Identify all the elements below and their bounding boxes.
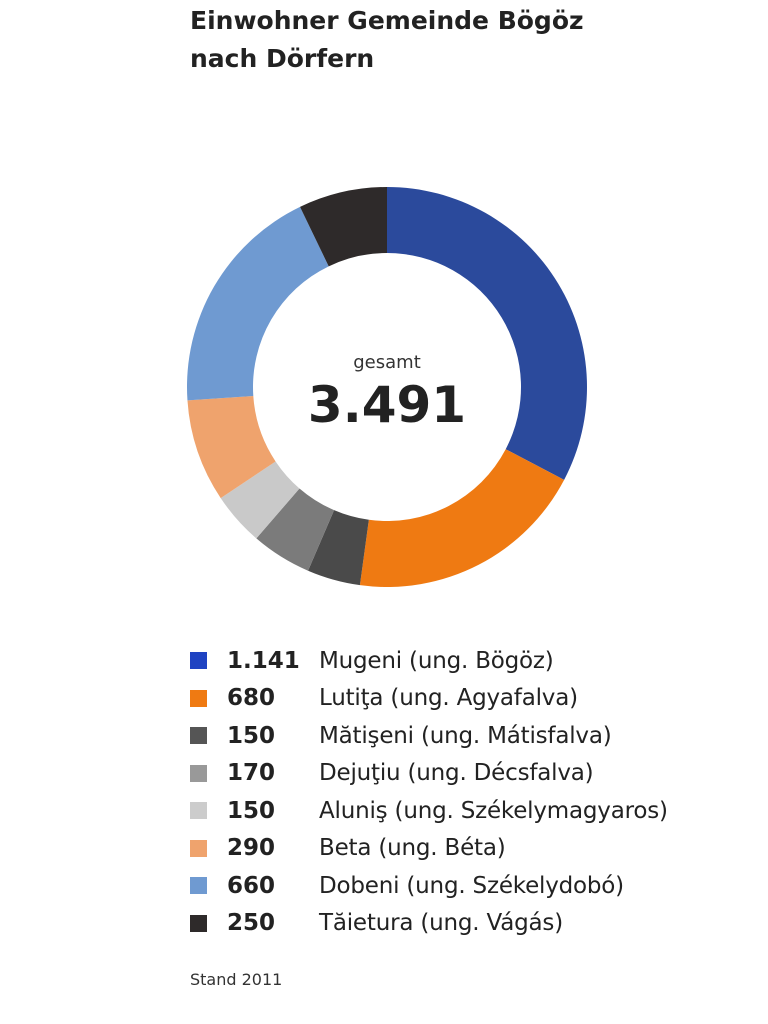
legend-label: Beta (ung. Béta)	[319, 835, 506, 862]
legend-label: Mugeni (ung. Bögöz)	[319, 647, 554, 674]
legend-swatch	[190, 764, 207, 782]
legend-item: 170 Dejuţiu (ung. Décsfalva)	[190, 755, 760, 793]
legend-value: 170	[227, 760, 276, 787]
legend-value: 150	[227, 797, 276, 824]
donut-slice-7	[187, 206, 329, 401]
legend-swatch	[190, 689, 207, 707]
legend-swatch	[190, 802, 207, 820]
donut-slices	[187, 186, 588, 587]
legend-value: 660	[227, 872, 276, 899]
legend-value: 250	[227, 910, 276, 937]
center-total: 3.491	[308, 376, 466, 434]
legend-value: 680	[227, 685, 276, 712]
legend-value: 150	[227, 722, 276, 749]
donut-slice-4	[256, 488, 335, 571]
legend-item: 250 Tăietura (ung. Vágás)	[190, 905, 760, 943]
legend-item: 680 Lutiţa (ung. Agyafalva)	[190, 680, 760, 718]
legend-item: 150 Aluniş (ung. Székelymagyaros)	[190, 792, 760, 830]
legend-swatch	[190, 727, 207, 745]
legend-swatch	[190, 652, 207, 670]
legend-item: 290 Beta (ung. Béta)	[190, 830, 760, 868]
legend-label: Tăietura (ung. Vágás)	[319, 910, 563, 937]
donut-slice-3	[308, 510, 369, 586]
legend-label: Lutiţa (ung. Agyafalva)	[319, 685, 578, 712]
legend-label: Dejuţiu (ung. Décsfalva)	[319, 760, 594, 787]
legend-item: 150 Mătişeni (ung. Mátisfalva)	[190, 717, 760, 755]
legend-swatch	[190, 839, 207, 857]
footnote: Stand 2011	[190, 970, 283, 989]
chart-title-line-1: Einwohner Gemeinde Bögöz	[190, 6, 584, 35]
chart-legend: 1.141 Mugeni (ung. Bögöz) 680 Lutiţa (un…	[190, 642, 760, 942]
donut-slice-1	[387, 186, 588, 480]
legend-item: 660 Dobeni (ung. Székelydobó)	[190, 867, 760, 905]
legend-value: 290	[227, 835, 276, 862]
donut-slice-2	[359, 449, 565, 587]
donut-slice-8	[300, 187, 387, 267]
legend-label: Aluniş (ung. Székelymagyaros)	[319, 797, 668, 824]
chart-title: Einwohner Gemeinde Bögöz nach Dörfern	[190, 2, 750, 78]
legend-swatch	[190, 877, 207, 895]
donut-slice-5	[220, 461, 300, 539]
legend-value: 1.141	[227, 647, 300, 674]
legend-item: 1.141 Mugeni (ung. Bögöz)	[190, 642, 760, 680]
donut-slice-6	[187, 395, 276, 499]
legend-label: Dobeni (ung. Székelydobó)	[319, 872, 624, 899]
center-label: gesamt	[353, 352, 421, 373]
chart-title-line-2: nach Dörfern	[190, 44, 375, 73]
legend-swatch	[190, 914, 207, 932]
legend-label: Mătişeni (ung. Mátisfalva)	[319, 722, 612, 749]
